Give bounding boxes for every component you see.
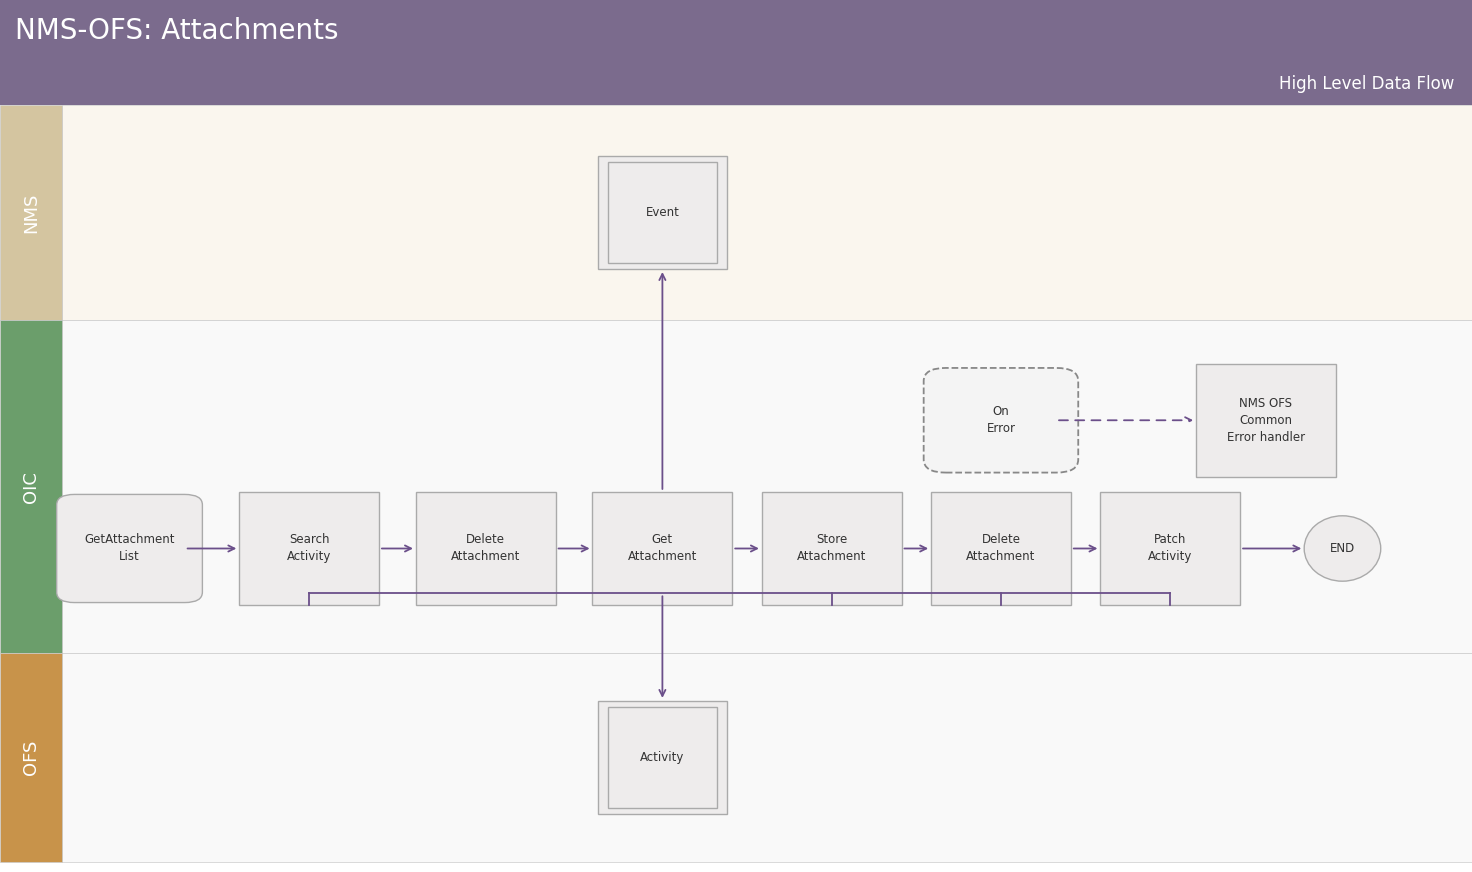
FancyBboxPatch shape xyxy=(924,368,1078,473)
Ellipse shape xyxy=(1304,516,1381,582)
Text: Event: Event xyxy=(645,206,680,219)
Text: OIC: OIC xyxy=(22,471,40,503)
FancyBboxPatch shape xyxy=(56,494,203,603)
FancyBboxPatch shape xyxy=(598,156,727,269)
Text: Search
Activity: Search Activity xyxy=(287,534,331,563)
FancyBboxPatch shape xyxy=(1101,492,1239,605)
Text: GetAttachment
List: GetAttachment List xyxy=(84,534,175,563)
FancyBboxPatch shape xyxy=(62,320,1472,653)
Text: NMS: NMS xyxy=(22,193,40,233)
FancyBboxPatch shape xyxy=(0,105,62,320)
FancyBboxPatch shape xyxy=(932,492,1072,605)
Text: OFS: OFS xyxy=(22,739,40,775)
FancyBboxPatch shape xyxy=(762,492,901,605)
Text: END: END xyxy=(1329,542,1356,555)
FancyBboxPatch shape xyxy=(0,63,1472,105)
FancyBboxPatch shape xyxy=(598,701,727,814)
Text: Patch
Activity: Patch Activity xyxy=(1148,534,1192,563)
Text: On
Error: On Error xyxy=(986,405,1016,435)
FancyBboxPatch shape xyxy=(62,653,1472,862)
Text: Activity: Activity xyxy=(640,751,684,764)
FancyBboxPatch shape xyxy=(238,492,378,605)
Text: High Level Data Flow: High Level Data Flow xyxy=(1279,75,1454,92)
FancyBboxPatch shape xyxy=(0,653,62,862)
FancyBboxPatch shape xyxy=(592,492,733,605)
Text: NMS-OFS: Attachments: NMS-OFS: Attachments xyxy=(15,17,339,45)
FancyBboxPatch shape xyxy=(417,492,556,605)
Text: NMS OFS
Common
Error handler: NMS OFS Common Error handler xyxy=(1226,397,1306,444)
FancyBboxPatch shape xyxy=(0,320,62,653)
Text: Get
Attachment: Get Attachment xyxy=(627,534,698,563)
Text: Store
Attachment: Store Attachment xyxy=(796,534,867,563)
Text: Delete
Attachment: Delete Attachment xyxy=(966,534,1036,563)
FancyBboxPatch shape xyxy=(1195,364,1337,477)
FancyBboxPatch shape xyxy=(0,0,1472,63)
FancyBboxPatch shape xyxy=(62,105,1472,320)
Text: Delete
Attachment: Delete Attachment xyxy=(450,534,521,563)
